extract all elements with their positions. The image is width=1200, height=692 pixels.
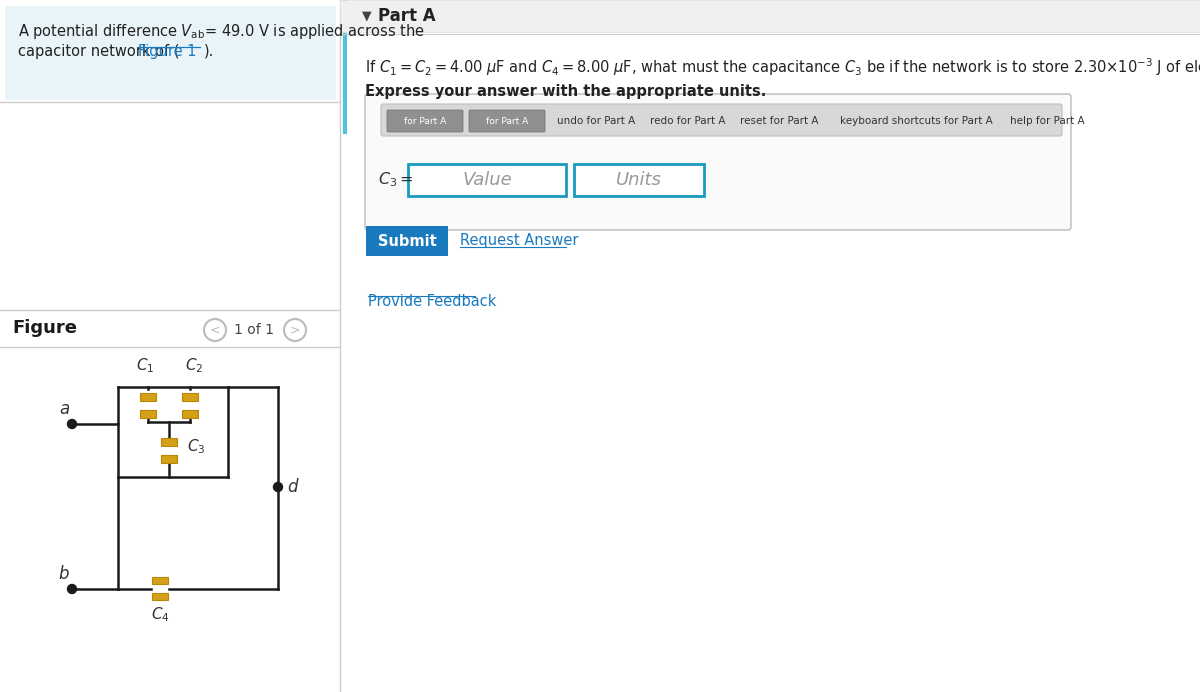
Text: for Part A: for Part A [486,116,528,125]
FancyBboxPatch shape [408,164,566,196]
Text: Request Answer: Request Answer [460,233,578,248]
FancyBboxPatch shape [574,164,704,196]
FancyBboxPatch shape [469,110,545,132]
Text: $C_3$: $C_3$ [187,437,205,456]
Text: ▼: ▼ [362,10,372,23]
Text: ).: ). [204,44,215,59]
Text: $C_3=$: $C_3=$ [378,171,414,190]
Text: Units: Units [616,171,662,189]
Bar [182,392,198,401]
Text: b: b [59,565,70,583]
Text: reset for Part A: reset for Part A [740,116,818,126]
FancyBboxPatch shape [382,104,1062,136]
Text: help for Part A: help for Part A [1010,116,1085,126]
Text: >: > [289,323,300,336]
Bar [161,437,178,446]
Text: A potential difference $V_{\mathregular{ab}}$= 49.0 V is applied across the: A potential difference $V_{\mathregular{… [18,22,425,41]
Text: redo for Part A: redo for Part A [650,116,726,126]
Text: If $C_1 = C_2 = 4.00$ $\mu$F and $C_4 = 8.00$ $\mu$F, what must the capacitance : If $C_1 = C_2 = 4.00$ $\mu$F and $C_4 = … [365,56,1200,78]
Circle shape [67,419,77,428]
Bar [152,592,168,599]
Text: $C_4$: $C_4$ [151,605,169,623]
Bar [340,0,1200,32]
Bar [152,576,168,583]
Text: $C_1$: $C_1$ [136,356,154,375]
FancyBboxPatch shape [386,110,463,132]
Text: <: < [210,323,221,336]
Text: Express your answer with the appropriate units.: Express your answer with the appropriate… [365,84,767,99]
Text: Part A: Part A [378,7,436,25]
Text: Value: Value [462,171,512,189]
Text: $C_2$: $C_2$ [185,356,203,375]
Text: Figure: Figure [12,319,77,337]
Circle shape [67,585,77,594]
Circle shape [274,482,282,491]
Text: Figure 1: Figure 1 [138,44,197,59]
Text: capacitor network of (: capacitor network of ( [18,44,180,59]
Text: undo for Part A: undo for Part A [557,116,635,126]
FancyBboxPatch shape [5,6,336,100]
Bar [182,410,198,417]
Bar [140,392,156,401]
Text: a: a [59,400,70,418]
Text: Submit: Submit [378,233,437,248]
Text: keyboard shortcuts for Part A: keyboard shortcuts for Part A [840,116,992,126]
Text: Provide Feedback: Provide Feedback [368,294,497,309]
Text: 1 of 1: 1 of 1 [234,323,274,337]
Text: d: d [287,478,298,496]
Bar [161,455,178,462]
Bar [140,410,156,417]
Text: for Part A: for Part A [404,116,446,125]
FancyBboxPatch shape [366,226,448,256]
FancyBboxPatch shape [365,94,1072,230]
